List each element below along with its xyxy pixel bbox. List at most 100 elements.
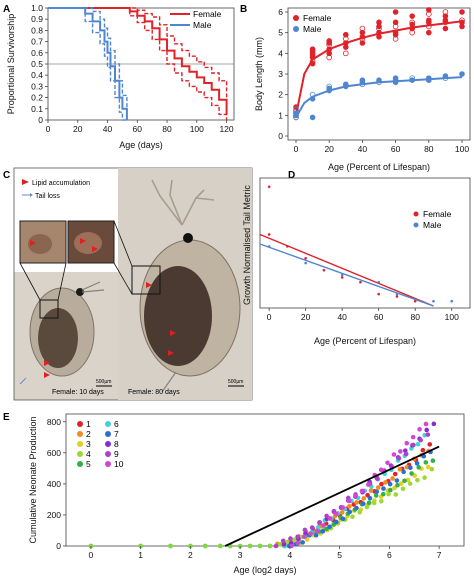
a-xtick-label: 120 bbox=[219, 124, 233, 134]
e-series-5-point bbox=[366, 500, 372, 506]
daphnia-photo-panel: Lipid accumulation Tail loss bbox=[13, 167, 253, 401]
b-xtick-label: 60 bbox=[391, 144, 401, 154]
e-series-4-point bbox=[429, 466, 435, 472]
e-series-7-point bbox=[387, 481, 393, 487]
e-series-10-point bbox=[378, 467, 384, 473]
b-legend-female-marker bbox=[293, 15, 299, 21]
label-young-daphnia: Female: 10 days bbox=[52, 389, 104, 396]
e-series-4-point bbox=[415, 477, 420, 483]
e-series-7-point bbox=[408, 465, 413, 471]
e-series-10-point bbox=[308, 531, 313, 536]
e-series-9-point bbox=[317, 520, 322, 525]
e-legend-marker-7 bbox=[105, 431, 111, 437]
inset-old-lipid-marker-icon bbox=[80, 238, 86, 244]
e-legend-label-1: 1 bbox=[86, 419, 91, 429]
b-ytick-label: 4 bbox=[278, 48, 283, 58]
d-female-point bbox=[286, 245, 289, 248]
e-series-9-point bbox=[411, 442, 416, 448]
d-xtick-label: 0 bbox=[267, 312, 272, 322]
a-legend-male-label: Male bbox=[193, 20, 212, 30]
a-xtick-label: 80 bbox=[162, 124, 172, 134]
a-xtick-label: 60 bbox=[133, 124, 143, 134]
d-female-point bbox=[413, 299, 417, 303]
d-legend-male-marker bbox=[413, 222, 419, 228]
e-series-2-point bbox=[354, 500, 359, 505]
e-series-9-point bbox=[273, 543, 279, 549]
daphnia-young-zoom-box bbox=[39, 299, 59, 319]
b-xlabel: Age (Percent of Lifespan) bbox=[328, 162, 430, 172]
e-series-10-point bbox=[391, 452, 397, 457]
e-series-10-point bbox=[366, 482, 371, 487]
b-male-point bbox=[293, 106, 299, 112]
e-series-10-point bbox=[289, 543, 294, 549]
tail-loss-arrowhead-icon bbox=[30, 193, 33, 197]
e-legend-label-3: 3 bbox=[86, 439, 91, 449]
e-ytick-label: 0 bbox=[56, 541, 61, 551]
d-male-point bbox=[340, 273, 344, 277]
daphnia-young-gut bbox=[38, 308, 78, 368]
daphnia-young-antenna bbox=[81, 281, 105, 293]
b-female-point bbox=[309, 46, 316, 52]
d-female-point bbox=[377, 292, 380, 296]
e-series-5-point bbox=[409, 471, 414, 476]
daphnia-old-lipid-marker-icon-3 bbox=[168, 350, 174, 356]
e-xtick-label: 5 bbox=[337, 550, 342, 560]
e-series-4-point bbox=[285, 539, 290, 545]
d-xtick-label: 100 bbox=[445, 312, 459, 322]
e-zero-production-point bbox=[217, 543, 223, 549]
body-length-chart: 0 20 40 60 80 100 0 1 2 3 4 5 6 Age (Percent of Life… bbox=[254, 7, 471, 172]
e-legend-label-2: 2 bbox=[86, 429, 91, 439]
daphnia-old-gut bbox=[144, 266, 212, 366]
e-series-10-point bbox=[385, 460, 390, 466]
d-legend-female-marker bbox=[413, 211, 419, 217]
e-series-9-point bbox=[396, 455, 402, 461]
d-xtick-label: 80 bbox=[410, 312, 420, 322]
e-series-9-point bbox=[280, 538, 286, 544]
e-legend-marker-4 bbox=[77, 451, 83, 457]
e-series-9-point bbox=[425, 432, 431, 437]
e-series-7-point bbox=[347, 509, 353, 515]
b-legend-male-marker bbox=[293, 26, 299, 32]
a-ytick-label: 0.2 bbox=[31, 93, 43, 103]
e-series-10-point bbox=[321, 523, 326, 528]
d-legend-female-label: Female bbox=[423, 209, 452, 219]
e-series-5-point bbox=[380, 491, 386, 497]
e-legend-label-10: 10 bbox=[114, 459, 124, 469]
a-ytick-label: 0.7 bbox=[31, 37, 43, 47]
e-xtick-label: 7 bbox=[437, 550, 442, 560]
plot-area-d bbox=[259, 177, 471, 309]
tail-metric-chart: 0 20 40 60 80 100 Age (Percent of Lifespan) G… bbox=[242, 177, 471, 346]
b-female-point bbox=[459, 9, 465, 15]
e-series-2-point bbox=[383, 480, 388, 485]
e-series-2-point bbox=[397, 466, 403, 472]
d-male-point bbox=[395, 292, 399, 296]
d-xtick-label: 20 bbox=[301, 312, 311, 322]
b-female-point bbox=[409, 19, 416, 26]
e-series-10-point bbox=[423, 421, 429, 427]
e-ylabel: Cumulative Neonate Production bbox=[28, 416, 38, 543]
b-female-point bbox=[442, 9, 449, 15]
e-series-4-point bbox=[350, 514, 355, 520]
e-regression-line bbox=[224, 445, 440, 547]
e-series-7-point bbox=[394, 478, 400, 483]
e-legend-label-6: 6 bbox=[114, 419, 119, 429]
b-ytick-label: 1 bbox=[278, 110, 283, 120]
e-series-3-point bbox=[405, 477, 411, 483]
e-legend-marker-10 bbox=[105, 461, 111, 467]
e-series-3-point bbox=[392, 485, 397, 491]
b-male-point bbox=[459, 71, 465, 77]
tail-loss-legend-label: Tail loss bbox=[35, 193, 60, 200]
b-female-point bbox=[342, 31, 349, 38]
e-legend-marker-3 bbox=[77, 441, 83, 447]
e-legend-marker-5 bbox=[77, 461, 83, 467]
e-series-7-point bbox=[334, 519, 339, 525]
e-xtick-label: 6 bbox=[387, 550, 392, 560]
daphnia-old-lipid-marker-icon-2 bbox=[170, 330, 176, 336]
e-legend-label-5: 5 bbox=[86, 459, 91, 469]
e-series-8-point bbox=[424, 427, 429, 433]
lipid-legend-label: Lipid accumulation bbox=[32, 180, 90, 187]
e-xtick-label: 1 bbox=[138, 550, 143, 560]
b-xtick-label: 80 bbox=[424, 144, 434, 154]
a-ytick-label: 0 bbox=[38, 115, 43, 125]
b-male-point bbox=[326, 83, 333, 90]
